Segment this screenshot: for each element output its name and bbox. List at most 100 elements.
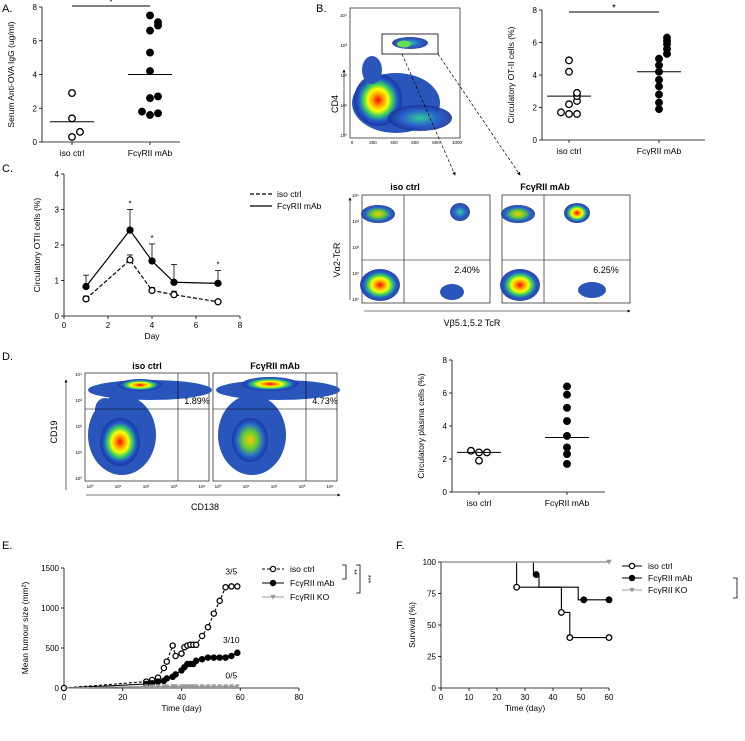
- panel-c-point: [214, 279, 222, 287]
- panel-d-point: [563, 443, 571, 452]
- panel-a-point: [146, 26, 154, 35]
- panel-d-category-label: iso ctrl: [467, 498, 492, 508]
- panel-e-ratio-label: 0/5: [225, 670, 237, 680]
- panel-b-y-tick-label: 0: [533, 136, 538, 145]
- panel-e-point: [217, 684, 223, 689]
- panel-f-y-tick-label: 25: [427, 653, 436, 662]
- panel-c-series-line: [85, 259, 219, 303]
- panel-c-x-tick-label: 8: [238, 321, 243, 330]
- panel-c-sig-star: *: [128, 200, 131, 209]
- panel-f-legend-marker: [629, 587, 635, 593]
- flow-b-xlabel: Vβ5.1,5.2 TcR: [444, 318, 501, 328]
- panel-b-point: [663, 33, 671, 42]
- flow-d-y-tick-label: 10⁰: [75, 476, 82, 481]
- panel-a-point: [154, 18, 162, 27]
- flow-d-xlabel: CD138: [191, 502, 219, 512]
- flow-b-iso-plot: 2.40%: [360, 194, 491, 304]
- panel-f-x-tick-label: 30: [521, 693, 530, 702]
- panel-c-y-tick-label: 0: [55, 312, 60, 321]
- panel-e-legend-label: FcγRII mAb: [290, 578, 335, 588]
- panel-e-point: [222, 684, 229, 689]
- panel-a-point: [76, 127, 84, 136]
- flow-d-x-tick-label: 10³: [299, 484, 306, 489]
- panel-a-point: [146, 48, 154, 57]
- panel-b-point: [655, 75, 663, 84]
- cd4-x-tick-label: 200: [369, 140, 377, 145]
- panel-a-point: [146, 94, 154, 103]
- cd4-y-tick-label: 10¹: [340, 103, 347, 108]
- flow-d-mab-plot: 4.73%: [212, 372, 340, 482]
- panel-e-sig-bracket-outer: [356, 564, 361, 594]
- panel-a-y-axis-label: Serum Anti-OVA IgG (ug/ml): [6, 21, 16, 127]
- panel-a-point: [68, 114, 76, 123]
- panel-c-sig-star: *: [150, 234, 153, 243]
- panel-b-point: [655, 98, 663, 107]
- cd4-y-tick-label: 10²: [340, 73, 347, 78]
- panel-d-point: [563, 403, 571, 412]
- panel-c-y-tick-label: 2: [55, 241, 60, 250]
- panel-e-ratio-label: 3/5: [225, 566, 237, 576]
- panel-e-point: [178, 650, 185, 657]
- panel-a-category-label: FcγRII mAb: [128, 148, 173, 158]
- panel-e-legend-label: iso ctrl: [290, 564, 315, 574]
- panel-a-point: [146, 111, 154, 119]
- panel-c-point: [126, 226, 134, 234]
- panel-e-y-tick-label: 1000: [41, 604, 59, 613]
- panel-c-point: [214, 298, 222, 306]
- flow-d-iso-percent: 1.89%: [184, 396, 210, 406]
- panel-c-x-axis-label: Day: [144, 331, 160, 341]
- panel-b-letter: B.: [316, 3, 326, 15]
- panel-f-y-axis-label: Survival (%): [407, 602, 417, 648]
- flow-d-x-tick-label: 10⁴: [327, 484, 334, 489]
- panel-f-point: [605, 634, 613, 642]
- panel-d-point: [475, 456, 483, 465]
- panel-b-point: [655, 90, 663, 99]
- panel-f-y-tick-label: 75: [427, 590, 436, 599]
- panel-b-sig-star: *: [612, 3, 616, 14]
- flow-d-x-tick-label: 10⁴: [199, 484, 206, 489]
- panel-e-point: [163, 658, 171, 665]
- flow-d-iso-plot: 1.89%: [84, 372, 212, 482]
- panel-a-sig-star: *: [109, 0, 113, 8]
- panel-e-point: [149, 684, 155, 689]
- panel-c-point: [82, 295, 90, 303]
- panel-e-point: [172, 671, 179, 678]
- panel-e-y-axis-label: Mean tumour size (mm²): [20, 582, 30, 675]
- flow-b-y-tick-label: 10⁰: [352, 297, 359, 302]
- cd4-axis-label: CD4: [330, 95, 340, 113]
- flow-d-x-tick-label: 10⁰: [87, 484, 94, 489]
- panel-e-point: [169, 642, 176, 649]
- panel-f-x-tick-label: 0: [439, 693, 444, 702]
- flow-b-y-tick-label: 10⁴: [352, 193, 359, 198]
- panel-f-legend-marker: [628, 562, 636, 570]
- flow-b-title-iso: iso ctrl: [390, 182, 420, 192]
- panel-c-y-tick-label: 1: [55, 277, 60, 286]
- panel-b-y-tick-label: 8: [533, 6, 538, 15]
- panel-b-category-label: FcγRII mAb: [637, 146, 682, 156]
- panel-f-x-tick-label: 60: [605, 693, 614, 702]
- panel-f-legend-label: FcγRII mAb: [648, 573, 693, 583]
- cd4-y-tick-label: 10³: [340, 43, 347, 48]
- panel-f-point: [606, 559, 612, 565]
- panel-f-x-tick-label: 50: [577, 693, 586, 702]
- panel-e-point: [192, 657, 200, 665]
- panel-c-y-axis-label: Circulatory OTII cells (%): [32, 198, 42, 293]
- panel-e-point: [234, 649, 241, 657]
- cd4-x-tick-label: 0: [351, 140, 354, 145]
- cd4-y-tick-label: 10⁴: [340, 13, 347, 18]
- panel-e-point: [222, 654, 229, 661]
- panel-c-point: [148, 257, 156, 265]
- panel-e-point: [155, 684, 161, 689]
- flow-b-iso-percent: 2.40%: [454, 265, 480, 275]
- flow-b-y-tick-label: 10²: [352, 245, 359, 250]
- panel-f-point: [532, 571, 540, 579]
- panel-e-point: [210, 610, 218, 617]
- panel-f-series-line: [441, 561, 609, 639]
- panel-b-category-label: iso ctrl: [557, 146, 582, 156]
- panel-b-y-tick-label: 4: [533, 71, 538, 80]
- panel-f-point: [557, 608, 565, 616]
- panel-a-y-tick-label: 8: [33, 3, 38, 12]
- flow-d-x-tick-label: 10¹: [115, 484, 122, 489]
- panel-e-point: [234, 684, 240, 689]
